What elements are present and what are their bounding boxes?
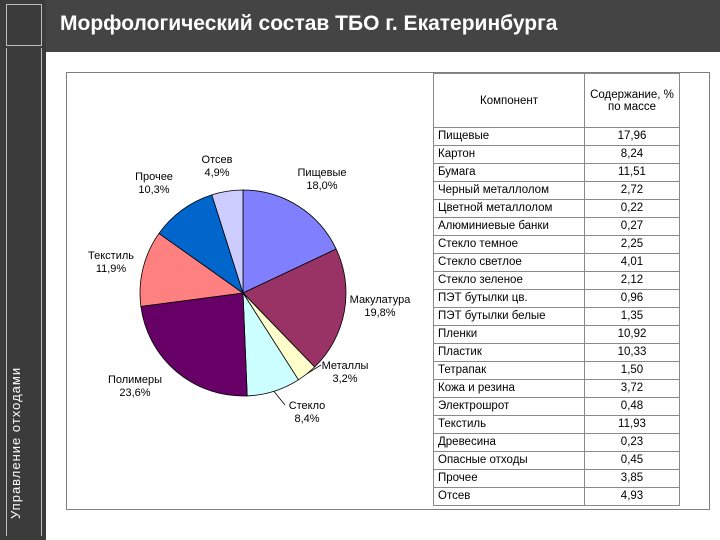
slice-label-name: Стекло	[289, 400, 326, 412]
pie-slice-6	[139, 232, 245, 307]
sidebar-frame-line	[6, 48, 42, 536]
table-cell-component: Кожа и резина	[433, 379, 585, 398]
table-row: Картон 8,24	[433, 145, 680, 164]
table-cell-component: Пищевые	[433, 127, 585, 146]
slice-label-value: 10,3%	[138, 184, 169, 196]
slice-label-name: Прочее	[135, 171, 173, 183]
pie-slice-1	[242, 189, 337, 294]
table-cell-value: 11,51	[584, 163, 680, 182]
table-row: Прочее 3,85	[433, 469, 680, 488]
table-cell-value: 17,96	[584, 127, 680, 146]
table-row: Цветной металлолом 0,22	[433, 199, 680, 218]
table-cell-value: 0,48	[584, 397, 680, 416]
slice-label-value: 3,2%	[332, 373, 357, 385]
sidebar-label: Управление отходами	[8, 366, 23, 519]
table-cell-value: 10,33	[584, 343, 680, 362]
leader-line	[306, 364, 322, 375]
table-cell-value: 1,35	[584, 307, 680, 326]
table-cell-component: Бумага	[433, 163, 585, 182]
table-cell-component: Тетрапак	[433, 361, 585, 380]
table-row: Стекло зеленое 2,12	[433, 271, 680, 290]
table-row: Черный металлолом 2,72	[433, 181, 680, 200]
table-header-content: Содержание, % по массе	[584, 73, 680, 128]
table-row: Тетрапак 1,50	[433, 361, 680, 380]
table-cell-component: ПЭТ бутылки белые	[433, 307, 585, 326]
pie-slice-2	[242, 248, 347, 368]
sidebar: Управление отходами	[0, 0, 46, 540]
slice-label-name: Текстиль	[88, 250, 134, 262]
table-row: Пленки 10,92	[433, 325, 680, 344]
table-row: Пищевые 17,96	[433, 127, 680, 146]
table-row: ПЭТ бутылки белые 1,35	[433, 307, 680, 326]
pie-slice-8	[211, 189, 244, 294]
table-cell-component: Картон	[433, 145, 585, 164]
slice-label-name: Металлы	[322, 360, 369, 372]
table-cell-value: 2,72	[584, 181, 680, 200]
table-row: Отсев 4,93	[433, 487, 680, 506]
slice-label-value: 23,6%	[119, 387, 150, 399]
table-cell-value: 2,25	[584, 235, 680, 254]
leader-line	[273, 391, 286, 406]
table-row: Кожа и резина 3,72	[433, 379, 680, 398]
table-cell-value: 10,92	[584, 325, 680, 344]
table-cell-value: 8,24	[584, 145, 680, 164]
table-cell-component: Стекло зеленое	[433, 271, 585, 290]
table-cell-value: 0,96	[584, 289, 680, 308]
table-cell-component: Древесина	[433, 433, 585, 452]
pie-slice-5	[140, 292, 248, 397]
table-cell-component: Текстиль	[433, 415, 585, 434]
table-cell-component: Отсев	[433, 487, 585, 506]
table-cell-value: 0,27	[584, 217, 680, 236]
table-row: Алюминиевые банки 0,27	[433, 217, 680, 236]
table-row: Опасные отходы 0,45	[433, 451, 680, 470]
header: Морфологический состав ТБО г. Екатеринбу…	[46, 0, 720, 52]
table-cell-value: 11,93	[584, 415, 680, 434]
table-row: Стекло светлое 4,01	[433, 253, 680, 272]
slice-label-value: 18,0%	[306, 180, 337, 192]
table-cell-value: 0,45	[584, 451, 680, 470]
table-cell-component: Пленки	[433, 325, 585, 344]
table-row: Древесина 0,23	[433, 433, 680, 452]
table-cell-component: Стекло темное	[433, 235, 585, 254]
slice-label-name: Полимеры	[108, 374, 162, 386]
table-cell-value: 4,93	[584, 487, 680, 506]
sidebar-frame-box	[6, 4, 42, 46]
table-cell-value: 3,72	[584, 379, 680, 398]
slice-label-value: 8,4%	[294, 413, 319, 425]
slice-label-name: Отсев	[202, 154, 233, 166]
table-row: Бумага 11,51	[433, 163, 680, 182]
table-cell-value: 4,01	[584, 253, 680, 272]
chart-area: Пищевые 18,0% Макулатура 19,8% Металлы 3,2% Ст…	[66, 72, 710, 510]
table-cell-value: 2,12	[584, 271, 680, 290]
table-cell-component: Прочее	[433, 469, 585, 488]
slice-label-name: Пищевые	[298, 167, 347, 179]
table-row: Пластик 10,33	[433, 343, 680, 362]
composition-table: Компонент Содержание, % по массе Пищевые…	[433, 73, 680, 506]
table-cell-value: 0,22	[584, 199, 680, 218]
table-cell-component: Опасные отходы	[433, 451, 585, 470]
table-cell-value: 3,85	[584, 469, 680, 488]
slice-label-name: Макулатура	[350, 294, 412, 306]
table-cell-component: Алюминиевые банки	[433, 217, 585, 236]
page-title: Морфологический состав ТБО г. Екатеринбу…	[60, 12, 558, 35]
table-cell-component: Черный металлолом	[433, 181, 585, 200]
table-cell-value: 0,23	[584, 433, 680, 452]
slice-label-value: 19,8%	[364, 307, 395, 319]
table-cell-component: Электрошрот	[433, 397, 585, 416]
table-cell-value: 1,50	[584, 361, 680, 380]
slice-label-value: 4,9%	[204, 167, 229, 179]
table-cell-component: Пластик	[433, 343, 585, 362]
slice-label-value: 11,9%	[96, 263, 127, 275]
table-header-component: Компонент	[433, 73, 585, 128]
table-cell-component: ПЭТ бутылки цв.	[433, 289, 585, 308]
table-row: Текстиль 11,93	[433, 415, 680, 434]
table-row: Стекло темное 2,25	[433, 235, 680, 254]
table-cell-component: Стекло светлое	[433, 253, 585, 272]
table-header-row: Компонент Содержание, % по массе	[433, 73, 680, 128]
table-cell-component: Цветной металлолом	[433, 199, 585, 218]
table-row: ПЭТ бутылки цв. 0,96	[433, 289, 680, 308]
table-row: Электрошрот 0,48	[433, 397, 680, 416]
